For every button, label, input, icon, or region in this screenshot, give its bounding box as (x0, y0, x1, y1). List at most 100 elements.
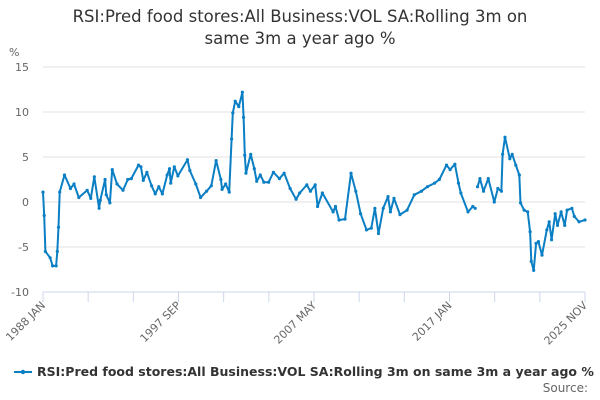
data-point (466, 210, 470, 214)
data-point (231, 111, 235, 115)
data-point (194, 182, 198, 186)
data-point (104, 193, 108, 197)
data-point (277, 177, 281, 181)
data-point (165, 173, 169, 177)
data-point (55, 249, 59, 254)
data-point (508, 157, 512, 161)
y-tick-label: 15 (15, 61, 29, 74)
data-point (209, 184, 213, 188)
data-point (532, 268, 536, 272)
data-point (185, 158, 190, 162)
source-label: Source: (542, 381, 588, 395)
series-line-segment (42, 91, 476, 267)
data-point (526, 210, 530, 214)
data-point (214, 159, 218, 163)
data-point (136, 163, 141, 167)
legend-label: RSI:Pred food stores:All Business:VOL SA… (37, 364, 594, 379)
data-point (150, 184, 154, 188)
data-point (204, 189, 209, 193)
data-point (425, 185, 430, 189)
data-point (233, 99, 237, 103)
data-point (227, 190, 231, 194)
data-point (50, 264, 55, 268)
data-point (255, 179, 259, 183)
data-point (237, 105, 241, 109)
data-point (241, 115, 246, 119)
data-point (139, 165, 143, 169)
legend-line-marker-icon (14, 369, 32, 374)
y-tick-label: 10 (15, 106, 29, 119)
data-point (153, 192, 157, 196)
data-point (43, 249, 47, 254)
data-point (169, 181, 173, 185)
x-tick-label: 2025 NOV (542, 299, 591, 348)
data-point (570, 206, 574, 210)
x-axis: 1988 JAN 1997 SEP 2007 MAY 2017 JAN 2025 NOV (3, 291, 591, 348)
data-point (577, 220, 581, 224)
data-point (392, 196, 396, 200)
data-point (294, 197, 298, 201)
y-tick-label: -5 (18, 241, 29, 254)
data-point (333, 204, 338, 209)
data-point (540, 253, 544, 257)
data-point (354, 189, 358, 193)
data-point (343, 217, 347, 221)
data-point (176, 174, 180, 178)
data-point (448, 168, 452, 172)
data-point (563, 223, 567, 227)
data-point (68, 186, 73, 191)
data-point (337, 218, 341, 222)
data-point (230, 137, 234, 141)
data-point (492, 200, 496, 204)
data-point (501, 152, 505, 156)
data-point (121, 188, 125, 192)
y-axis-unit: % (9, 46, 19, 59)
data-point (522, 208, 526, 212)
data-point (315, 204, 320, 209)
data-point (282, 171, 286, 175)
data-point (41, 190, 45, 194)
legend-item[interactable]: RSI:Pred food stores:All Business:VOL SA… (14, 364, 594, 379)
data-point (478, 177, 482, 181)
series-line-segment (476, 136, 586, 272)
data-point (481, 189, 486, 193)
data-point (252, 167, 256, 171)
x-tick-label: 1988 JAN (3, 299, 48, 344)
data-point (364, 228, 369, 232)
data-point (514, 163, 518, 167)
data-point (381, 206, 385, 210)
data-point (547, 220, 551, 224)
data-point (145, 170, 149, 174)
data-point (48, 256, 52, 260)
data-point (198, 195, 203, 200)
data-point (42, 213, 46, 218)
data-point (305, 183, 309, 187)
data-point (565, 208, 569, 212)
data-point (528, 230, 532, 234)
data-point (54, 264, 58, 268)
data-point (160, 192, 164, 196)
data-point (85, 188, 89, 192)
data-point (108, 201, 112, 205)
data-point (98, 198, 102, 202)
data-point (262, 180, 266, 184)
data-point (518, 201, 523, 205)
data-point (224, 182, 228, 186)
data-point (220, 187, 224, 191)
data-point (115, 182, 119, 186)
data-point (529, 259, 533, 263)
data-point (89, 196, 93, 200)
data-point (308, 189, 313, 193)
data-point (126, 177, 130, 182)
data-point (459, 191, 463, 195)
chart-title: RSI:Pred food stores:All Business:VOL SA… (0, 6, 600, 50)
series-line (41, 90, 587, 272)
data-point (103, 177, 107, 182)
data-point (536, 240, 541, 244)
data-point (405, 208, 409, 212)
data-point (432, 181, 437, 185)
data-point (549, 238, 554, 242)
data-point (331, 210, 335, 214)
data-point (313, 183, 317, 187)
data-point (419, 189, 424, 193)
